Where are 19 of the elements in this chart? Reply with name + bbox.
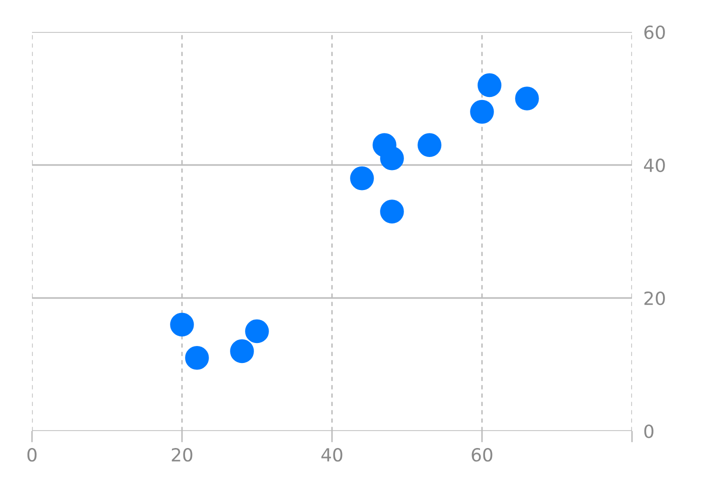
point bbox=[230, 339, 254, 364]
point bbox=[350, 166, 374, 190]
x-tick-label: 40 bbox=[321, 448, 342, 462]
point bbox=[418, 133, 442, 157]
x-tick-label: 20 bbox=[172, 448, 192, 462]
point bbox=[170, 312, 194, 336]
point bbox=[380, 200, 404, 224]
point bbox=[380, 146, 404, 170]
point bbox=[245, 319, 269, 344]
point bbox=[470, 100, 494, 124]
point bbox=[478, 73, 502, 98]
y-tick-label: 20 bbox=[644, 291, 665, 306]
y-tick-label: 60 bbox=[644, 25, 665, 40]
x-tick-label: 0 bbox=[27, 448, 37, 462]
point bbox=[185, 346, 209, 370]
y-tick-label: 40 bbox=[644, 158, 665, 172]
point bbox=[515, 86, 539, 110]
y-tick-label: 0 bbox=[644, 424, 654, 438]
x-tick-label: 60 bbox=[472, 448, 492, 462]
